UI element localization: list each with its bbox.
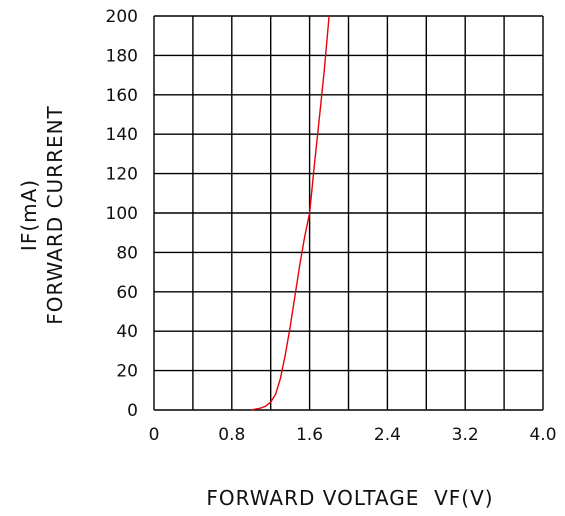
x-tick-label: 3.2 — [452, 425, 479, 445]
x-axis-title: FORWARD VOLTAGE VF(V) — [206, 486, 493, 510]
y-tick-label: 100 — [106, 204, 138, 224]
y-tick-label: 140 — [106, 125, 138, 145]
x-tick-labels: 0 0.8 1.6 2.4 3.2 4.0 — [149, 425, 557, 445]
y-axis-title-line2: FORWARD CURRENT — [43, 105, 67, 325]
y-tick-label: 40 — [116, 322, 138, 342]
y-axis-title-line1: IF(mA) — [17, 179, 41, 251]
y-tick-label: 60 — [116, 283, 138, 303]
x-tick-label: 2.4 — [374, 425, 401, 445]
series-line — [251, 15, 330, 411]
y-tick-label: 180 — [106, 46, 138, 66]
y-tick-label: 80 — [116, 243, 138, 263]
series-layer — [251, 15, 330, 411]
y-axis-title-group: IF(mA) FORWARD CURRENT — [17, 105, 67, 325]
y-tick-label: 0 — [127, 401, 138, 421]
grid — [153, 15, 544, 411]
y-tick-label: 120 — [106, 165, 138, 185]
x-tick-label: 4.0 — [529, 425, 556, 445]
x-tick-label: 1.6 — [296, 425, 323, 445]
x-tick-label: 0 — [149, 425, 160, 445]
x-tick-label: 0.8 — [218, 425, 245, 445]
y-tick-labels: 0 20 40 60 80 100 120 140 160 180 200 — [106, 7, 138, 421]
y-tick-label: 20 — [116, 362, 138, 382]
y-tick-label: 200 — [106, 7, 138, 27]
y-tick-label: 160 — [106, 86, 138, 106]
